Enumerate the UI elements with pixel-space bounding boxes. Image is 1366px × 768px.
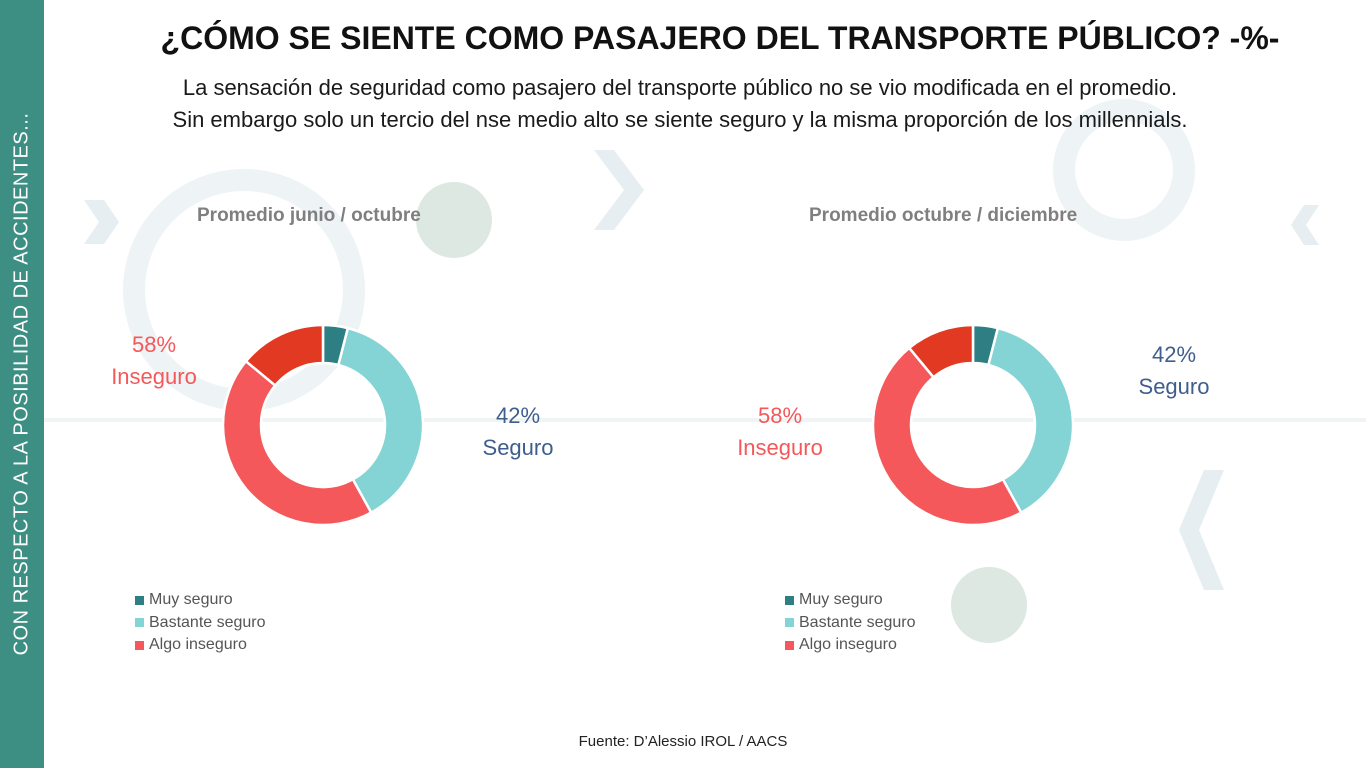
chart-1-seguro-percent: 42% — [495, 403, 541, 428]
legend-item: Bastante seguro — [785, 612, 965, 635]
legend-item: Algo inseguro — [135, 634, 315, 653]
source-note: Fuente: D’Alessio IROL / AACS — [578, 733, 788, 750]
chart-1-slice-bastante-seguro — [336, 326, 425, 515]
chart-2-slice-muy-inseguro — [907, 323, 975, 379]
chart-2-donut — [871, 323, 1075, 527]
chart-1-slice-algo-inseguro — [221, 359, 373, 527]
legend-label: Algo inseguro — [149, 636, 247, 653]
legend-swatch — [785, 640, 794, 650]
chart-2-slice-algo-inseguro — [871, 346, 1023, 527]
legend-swatch — [135, 640, 144, 650]
subtitle-line-2: Sin embargo solo un tercio del nse medio… — [172, 107, 1188, 132]
chart-1-inseguro-annotation: 58% Inseguro — [98, 329, 210, 393]
sidebar: CON RESPECTO A LA POSIBILIDAD DE ACCIDEN… — [0, 0, 44, 768]
chart-2-seguro-annotation: 42% Seguro — [1124, 339, 1224, 403]
legend-label: Bastante seguro — [799, 613, 916, 631]
legend-swatch — [135, 595, 144, 605]
page-title: ¿CÓMO SE SIENTE COMO PASAJERO DEL TRANSP… — [160, 20, 1280, 56]
subtitle-line-1: La sensación de seguridad como pasajero … — [182, 75, 1178, 100]
legend-label: Algo inseguro — [799, 636, 897, 653]
chart-2-inseguro-percent: 58% — [757, 403, 803, 428]
chart-2-inseguro-annotation: 58% Inseguro — [724, 400, 836, 464]
sidebar-label: CON RESPECTO A LA POSIBILIDAD DE ACCIDEN… — [10, 112, 33, 656]
legend-item: Bastante seguro — [135, 612, 315, 635]
chart-1-seguro-annotation: 42% Seguro — [468, 400, 568, 464]
legend-label: Muy seguro — [149, 591, 233, 609]
chart-1-seguro-label: Seguro — [482, 435, 554, 460]
chart-1-title: Promedio junio / octubre — [197, 205, 421, 226]
legend-swatch — [785, 618, 794, 628]
legend-item: Muy seguro — [135, 589, 315, 612]
chart-2-slice-bastante-seguro — [986, 326, 1075, 515]
chart-2-title: Promedio octubre / diciembre — [809, 205, 1078, 226]
legend-label: Muy seguro — [799, 591, 883, 609]
chart-1-donut — [221, 323, 425, 527]
legend-item: Muy seguro — [785, 589, 965, 612]
chart-2-inseguro-label: Inseguro — [737, 435, 823, 460]
chart-1-inseguro-label: Inseguro — [111, 364, 197, 389]
legend-label: Bastante seguro — [149, 613, 266, 631]
chart-1-slice-muy-inseguro — [244, 323, 325, 388]
legend-swatch — [135, 618, 144, 628]
legend-swatch — [785, 595, 794, 605]
chart-1-inseguro-percent: 58% — [131, 332, 177, 357]
legend-item: Algo inseguro — [785, 634, 965, 653]
chart-2-seguro-label: Seguro — [1138, 374, 1210, 399]
chart-2-seguro-percent: 42% — [1151, 342, 1197, 367]
